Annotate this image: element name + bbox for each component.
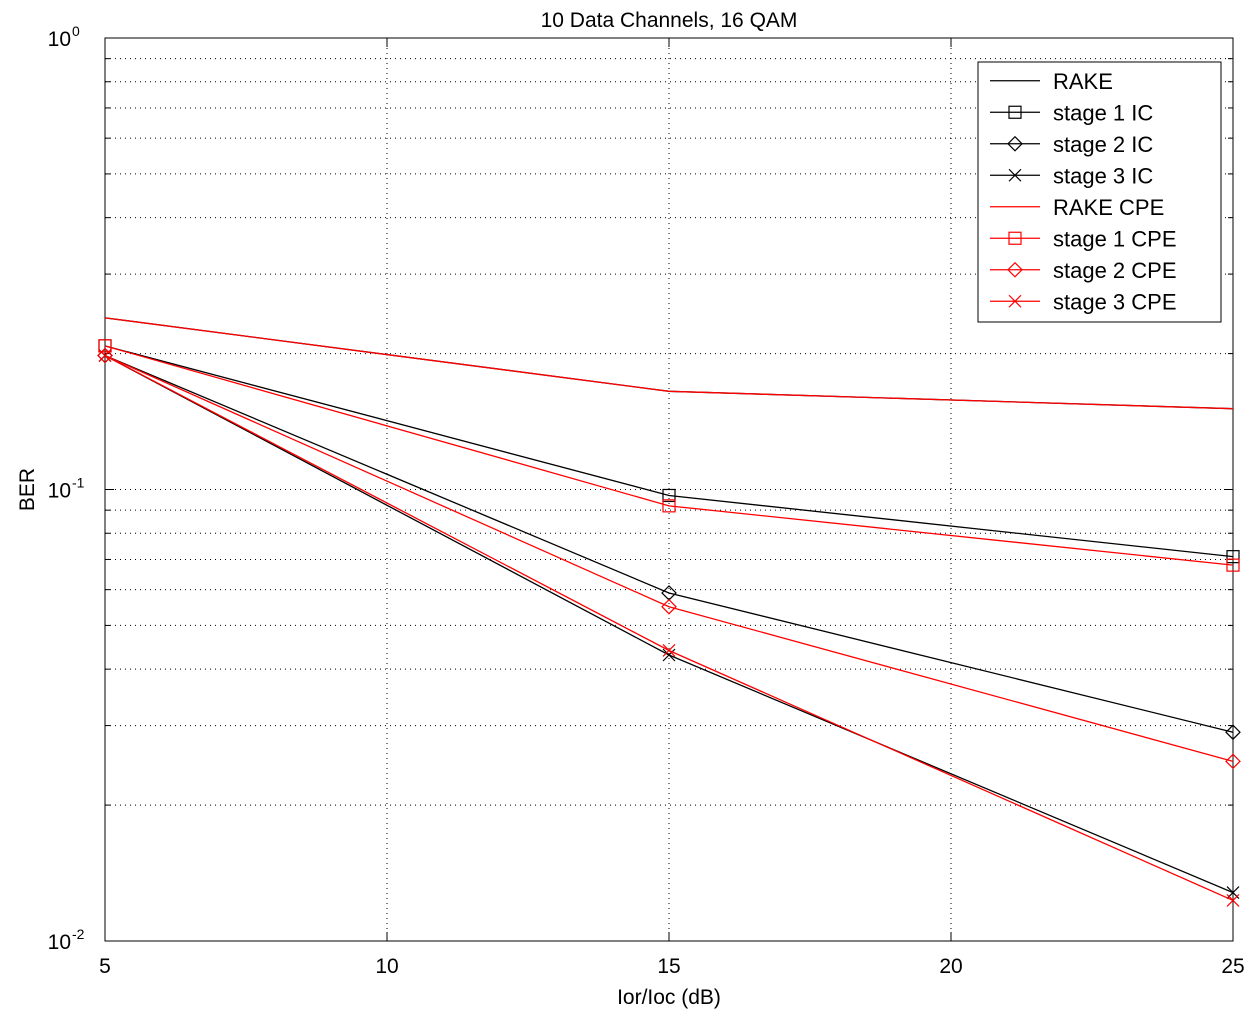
chart-title: 10 Data Channels, 16 QAM xyxy=(541,9,798,32)
legend-item-stage-2-cpe: stage 2 CPE xyxy=(990,258,1177,283)
data-point-diamond-marker xyxy=(1225,724,1241,741)
y-tick-exponent: -2 xyxy=(72,926,85,942)
legend: RAKE stage 1 IC stage 2 IC stage 3 IC RAKE C… xyxy=(977,61,1222,323)
data-point-x-marker xyxy=(1226,893,1240,907)
series-line-stage-1-cpe xyxy=(104,345,1234,566)
series-stage-2-cpe xyxy=(97,347,1241,770)
legend-label: stage 2 CPE xyxy=(1053,258,1177,283)
x-tick-label: 5 xyxy=(99,955,111,978)
legend-swatch-x-marker xyxy=(1008,168,1022,182)
legend-item-rake: RAKE xyxy=(990,69,1113,94)
x-tick-label: 15 xyxy=(657,955,680,978)
data-point-x-marker xyxy=(662,648,676,662)
legend-box xyxy=(977,61,1222,323)
y-tick-label: 10 xyxy=(48,480,71,503)
series-line-stage-2-ic xyxy=(104,354,1234,733)
data-point-diamond-marker xyxy=(1225,753,1241,770)
legend-swatch-square-marker xyxy=(1008,105,1022,119)
legend-item-stage-1-cpe: stage 1 CPE xyxy=(990,226,1177,251)
legend-label: stage 1 IC xyxy=(1053,100,1153,125)
y-tick-label: 10 xyxy=(48,931,71,954)
legend-label: stage 1 CPE xyxy=(1053,226,1177,251)
y-axis-label: BER xyxy=(16,468,39,511)
y-tick-exponent: 0 xyxy=(72,23,80,39)
legend-swatch-diamond-marker xyxy=(1007,261,1023,278)
legend-item-rake-cpe: RAKE CPE xyxy=(990,195,1164,220)
y-tick-label: 10 xyxy=(48,28,71,51)
data-point-square-marker xyxy=(98,339,112,353)
series-line-rake-cpe xyxy=(104,317,1234,410)
legend-swatch-x-marker xyxy=(1008,294,1022,308)
legend-swatch-diamond-marker xyxy=(1007,135,1023,152)
data-point-x-marker xyxy=(98,349,112,362)
legend-label: stage 3 IC xyxy=(1053,163,1153,188)
series-stage-1-cpe xyxy=(98,339,1240,572)
x-tick-labels: 5 10 15 20 25 xyxy=(99,955,1245,978)
data-point-square-marker xyxy=(1226,550,1240,564)
series-line-stage-2-cpe xyxy=(104,354,1234,762)
legend-item-stage-2-ic: stage 2 IC xyxy=(990,132,1153,157)
data-point-square-marker xyxy=(1226,558,1240,572)
data-point-diamond-marker xyxy=(661,598,677,615)
data-point-x-marker xyxy=(662,644,676,657)
data-point-square-marker xyxy=(662,488,676,503)
data-point-square-marker xyxy=(662,499,676,513)
series-line-stage-1-ic xyxy=(104,345,1234,558)
legend-label: stage 3 CPE xyxy=(1053,289,1177,314)
legend-label: RAKE CPE xyxy=(1053,195,1164,220)
legend-item-stage-1-ic: stage 1 IC xyxy=(990,100,1153,125)
series-rake-cpe xyxy=(104,317,1234,410)
legend-label: stage 2 IC xyxy=(1053,132,1153,157)
x-axis-label: Ior/Ioc (dB) xyxy=(617,986,721,1009)
x-tick-label: 10 xyxy=(375,955,398,978)
series-stage-3-cpe xyxy=(98,349,1240,907)
x-tick-label: 20 xyxy=(939,955,962,978)
axis-ticks xyxy=(104,37,1234,942)
y-tick-exponent: -1 xyxy=(72,475,85,491)
x-tick-label: 25 xyxy=(1221,955,1244,978)
legend-swatch-square-marker xyxy=(1008,231,1022,245)
series-lines xyxy=(97,317,1241,907)
legend-label: RAKE xyxy=(1053,69,1113,94)
legend-item-stage-3-cpe: stage 3 CPE xyxy=(990,289,1177,314)
data-point-diamond-marker xyxy=(97,347,113,364)
legend-item-stage-3-ic: stage 3 IC xyxy=(990,163,1153,188)
